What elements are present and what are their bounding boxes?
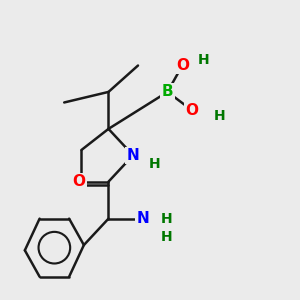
Text: H: H [213, 110, 225, 123]
Text: O: O [176, 58, 189, 73]
Text: H: H [197, 52, 209, 67]
Text: H: H [161, 212, 173, 226]
Text: N: N [136, 211, 149, 226]
Text: O: O [73, 174, 85, 189]
Text: B: B [162, 84, 173, 99]
Text: O: O [186, 103, 199, 118]
Text: H: H [148, 157, 160, 171]
Text: H: H [161, 230, 173, 244]
Text: N: N [127, 148, 140, 163]
